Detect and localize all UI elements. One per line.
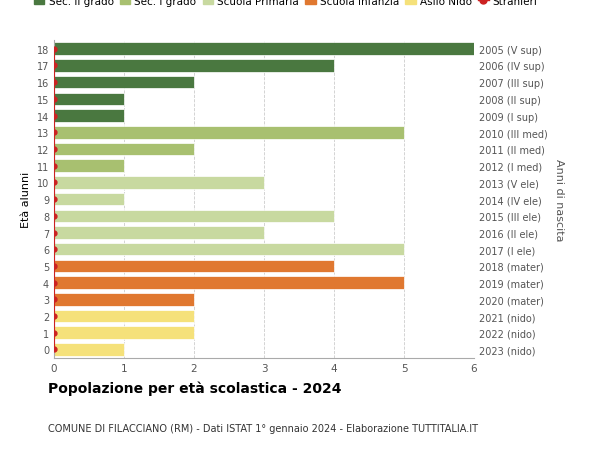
Bar: [54, 343, 124, 356]
Bar: [54, 260, 334, 273]
Bar: [54, 60, 334, 73]
Legend: Sec. II grado, Sec. I grado, Scuola Primaria, Scuola Infanzia, Asilo Nido, Stran: Sec. II grado, Sec. I grado, Scuola Prim…: [30, 0, 542, 11]
Bar: [54, 310, 194, 323]
Y-axis label: Età alunni: Età alunni: [21, 172, 31, 228]
Bar: [54, 227, 264, 239]
Bar: [54, 177, 264, 189]
Bar: [54, 77, 194, 89]
Bar: [54, 143, 194, 156]
Bar: [54, 160, 124, 173]
Bar: [54, 277, 404, 289]
Bar: [54, 210, 334, 223]
Bar: [54, 243, 404, 256]
Y-axis label: Anni di nascita: Anni di nascita: [554, 158, 564, 241]
Bar: [54, 193, 124, 206]
Bar: [54, 110, 124, 123]
Bar: [54, 293, 194, 306]
Bar: [54, 44, 474, 56]
Text: Popolazione per età scolastica - 2024: Popolazione per età scolastica - 2024: [48, 381, 341, 396]
Bar: [54, 327, 194, 339]
Text: COMUNE DI FILACCIANO (RM) - Dati ISTAT 1° gennaio 2024 - Elaborazione TUTTITALIA: COMUNE DI FILACCIANO (RM) - Dati ISTAT 1…: [48, 424, 478, 433]
Bar: [54, 93, 124, 106]
Bar: [54, 127, 404, 139]
